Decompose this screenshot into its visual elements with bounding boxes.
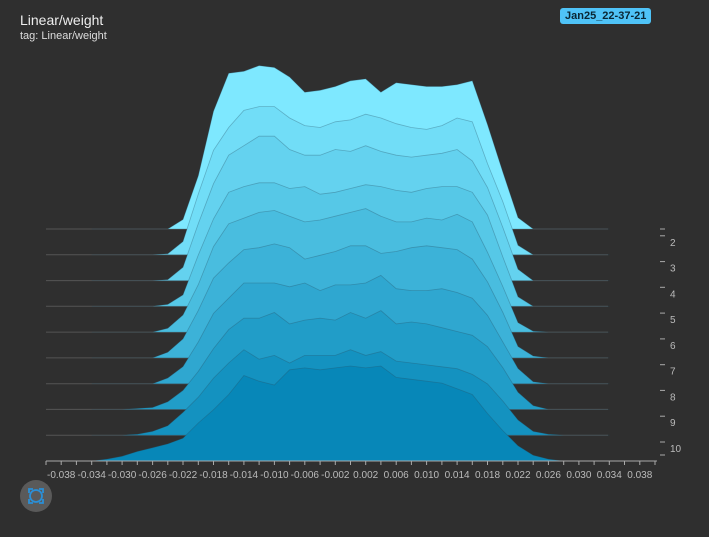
x-tick-label: 0.026 — [536, 470, 561, 481]
x-tick-label: -0.034 — [78, 470, 107, 481]
x-tick-label: 0.038 — [627, 470, 652, 481]
x-tick-label: -0.038 — [47, 470, 76, 481]
ridge-step-10 — [91, 365, 610, 462]
step-label: 2 — [670, 238, 676, 249]
step-label: 9 — [670, 418, 676, 429]
ridges — [46, 65, 610, 462]
step-label: 7 — [670, 367, 676, 378]
x-axis: -0.038 -0.034 -0.030 -0.026 -0.022 -0.018 -0.0… — [45, 460, 657, 481]
x-tick-label: 0.030 — [566, 470, 591, 481]
chart-title: Linear/weight — [20, 12, 104, 28]
x-tick-label: 0.006 — [384, 470, 409, 481]
x-tick-label: -0.002 — [321, 470, 350, 481]
x-tick-label: -0.006 — [291, 470, 320, 481]
x-tick-label: 0.034 — [597, 470, 622, 481]
x-tick-label: 0.018 — [475, 470, 500, 481]
step-label: 5 — [670, 315, 676, 326]
x-tick-label: -0.030 — [108, 470, 137, 481]
run-badge[interactable]: Jan25_22-37-21 — [560, 8, 652, 24]
x-tick-label: -0.014 — [230, 470, 259, 481]
x-tick-label: -0.018 — [199, 470, 228, 481]
x-tick-label: 0.022 — [505, 470, 530, 481]
step-label: 6 — [670, 341, 676, 352]
step-label: 4 — [670, 289, 676, 300]
step-label: 8 — [670, 392, 676, 403]
fullscreen-button[interactable] — [20, 480, 52, 512]
x-tick-label: 0.014 — [445, 470, 470, 481]
x-tick-label: 0.002 — [353, 470, 378, 481]
x-tick-label: 0.010 — [414, 470, 439, 481]
step-label: 3 — [670, 264, 676, 275]
fullscreen-icon — [28, 488, 44, 504]
x-tick-label: -0.010 — [260, 470, 289, 481]
step-axis: 2 3 4 5 6 7 8 9 10 — [660, 228, 682, 456]
step-label: 10 — [670, 444, 682, 455]
x-tick-label: -0.022 — [169, 470, 198, 481]
x-tick-label: -0.026 — [138, 470, 167, 481]
chart-subtitle: tag: Linear/weight — [20, 30, 107, 42]
